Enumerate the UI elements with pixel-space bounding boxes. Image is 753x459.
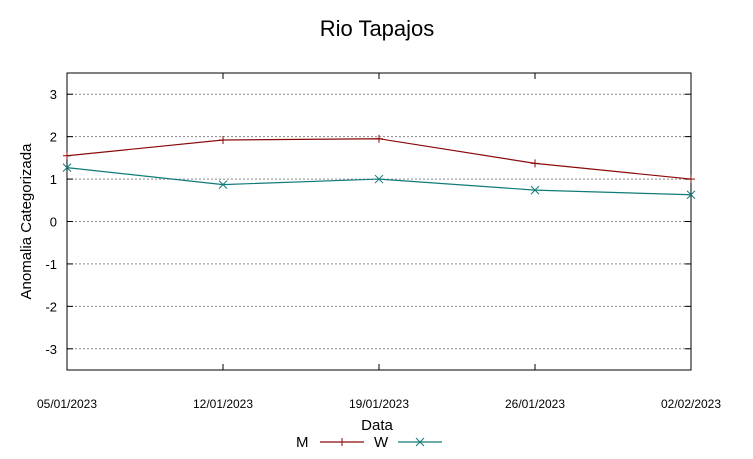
gridlines (67, 93, 691, 350)
x-tick-label: 19/01/2023 (349, 397, 409, 411)
y-tick-label: 2 (50, 130, 57, 145)
series-line-m (66, 138, 692, 180)
data-point-m (375, 134, 383, 143)
chart-title: Rio Tapajos (320, 16, 435, 41)
data-point-w (374, 174, 384, 184)
data-point-w (62, 163, 72, 172)
series-layer (62, 134, 696, 200)
data-point-m (63, 151, 71, 160)
data-point-w (686, 190, 696, 200)
data-point-w (218, 180, 228, 189)
x-tick-label: 26/01/2023 (505, 397, 565, 411)
series-m (63, 134, 695, 184)
series-line-w (66, 167, 692, 196)
legend-label: W (374, 434, 389, 451)
y-tick-label: 1 (50, 172, 57, 187)
series-w (62, 163, 696, 200)
y-tick-label: 0 (50, 215, 57, 230)
legend-item-m: M (296, 434, 364, 451)
x-axis-ticks: 05/01/2023 12/01/2023 19/01/2023 26/01/2023… (37, 73, 721, 411)
y-tick-label: -1 (45, 257, 57, 272)
data-point-m (219, 136, 227, 145)
x-tick-label: 12/01/2023 (193, 397, 253, 411)
x-axis-label: Data (361, 417, 393, 434)
y-axis-ticks: 3 2 1 0 -1 -2 -3 (45, 87, 691, 357)
data-point-w (530, 185, 540, 195)
legend-item-w: W (374, 434, 442, 451)
data-point-m (531, 159, 539, 168)
y-tick-label: 3 (50, 87, 57, 102)
y-tick-label: -3 (45, 342, 57, 357)
x-tick-label: 05/01/2023 (37, 397, 97, 411)
legend-swatch-marker (338, 438, 346, 446)
y-axis-label: Anomalia Categorizada (18, 143, 35, 300)
x-tick-label: 02/02/2023 (661, 397, 721, 411)
legend-swatch-marker (415, 437, 425, 447)
data-point-m (687, 175, 695, 184)
y-tick-label: -2 (45, 299, 57, 314)
legend-label: M (296, 434, 309, 451)
